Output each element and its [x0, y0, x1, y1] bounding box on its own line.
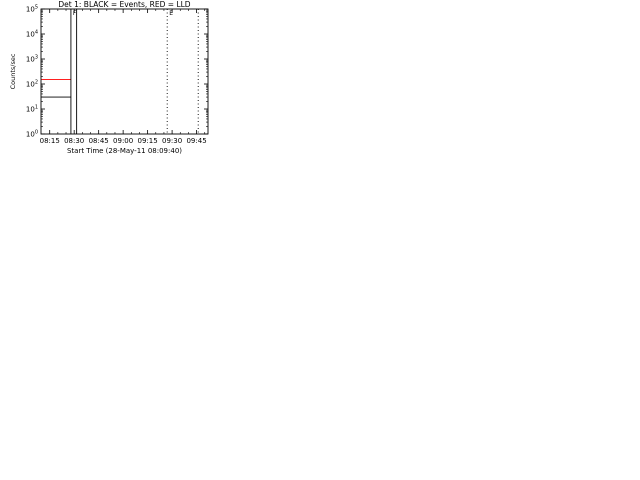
y-tick-label: 101 — [26, 105, 38, 114]
y-axis-label: Counts/sec — [9, 53, 17, 89]
marker-label-f: F — [73, 10, 77, 17]
plot-frame — [40, 8, 209, 135]
panel-1: Det 1: BLACK = Events, RED = LLD Counts/s… — [9, 0, 209, 155]
x-tick-label: 09:00 — [113, 137, 133, 145]
y-tick-label: 104 — [26, 30, 38, 39]
y-tick-label: 100 — [26, 130, 38, 139]
y-tick-label: 105 — [26, 5, 38, 14]
marker-label-e: E — [169, 10, 173, 17]
x-tick-label: 09:30 — [162, 137, 182, 145]
x-tick-label: 09:15 — [138, 137, 158, 145]
panel-title: Det 1: BLACK = Events, RED = LLD — [58, 0, 190, 9]
x-tick-label: 09:45 — [186, 137, 206, 145]
y-tick-label: 102 — [26, 80, 38, 89]
x-tick-label: 08:30 — [64, 137, 84, 145]
x-tick-label: 08:15 — [40, 137, 60, 145]
x-axis-label: Start Time (28-May-11 08:09:40) — [67, 147, 182, 155]
y-tick-label: 103 — [26, 55, 38, 64]
x-tick-label: 08:45 — [89, 137, 109, 145]
